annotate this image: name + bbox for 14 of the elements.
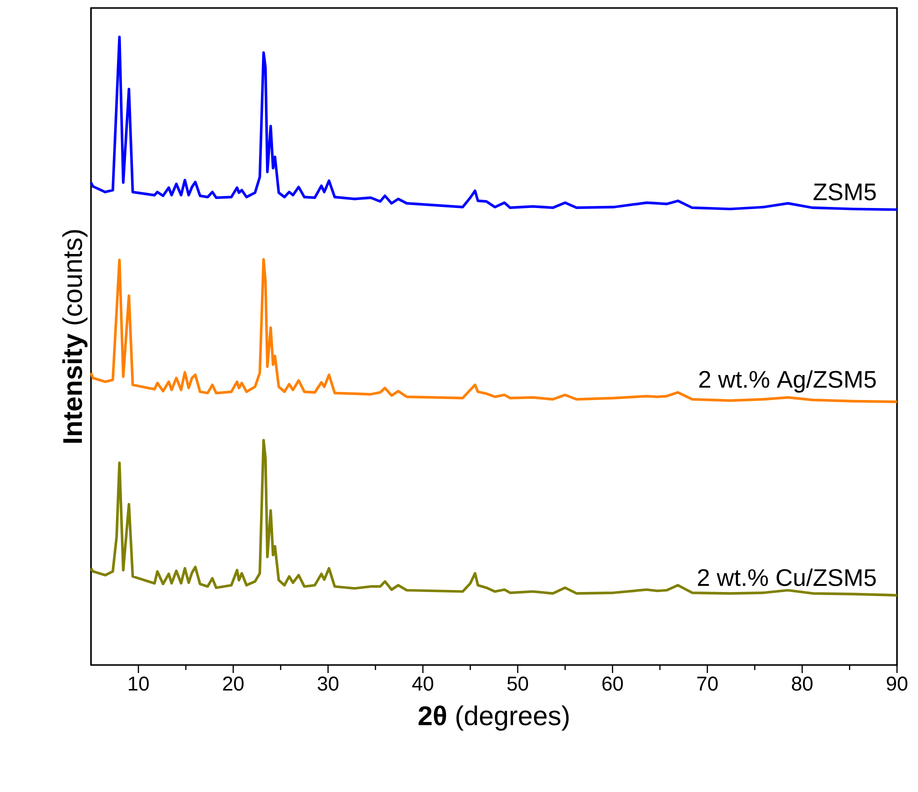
x-tick-label: 10 xyxy=(128,676,149,691)
x-axis-title: 2θ (degrees) xyxy=(418,706,569,731)
y-axis-title: Intensity (counts) xyxy=(62,230,88,443)
x-tick-label: 60 xyxy=(602,676,623,691)
x-tick-label: 40 xyxy=(412,676,434,691)
series-label: 2 wt.% Ag/ZSM5 xyxy=(699,370,876,393)
x-tick-label: 30 xyxy=(318,676,338,691)
x-tick-label: 70 xyxy=(697,676,718,691)
x-tick-label: 50 xyxy=(507,676,528,691)
series-label: ZSM5 xyxy=(814,183,876,200)
x-tick-label: 90 xyxy=(886,676,908,691)
x-tick-label: 20 xyxy=(223,676,244,691)
x-tick-label: 80 xyxy=(792,676,813,691)
series-label: 2 wt.% Cu/ZSM5 xyxy=(698,568,876,586)
